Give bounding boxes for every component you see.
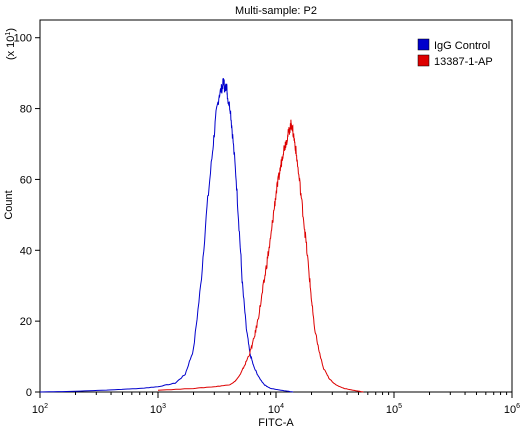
series-line-13387-1-ap bbox=[157, 119, 364, 393]
y-multiplier-text: (x 10 bbox=[5, 36, 17, 60]
y-tick-label: 0 bbox=[26, 387, 32, 399]
series-layer bbox=[39, 77, 364, 393]
chart-title: Multi-sample: P2 bbox=[235, 5, 317, 17]
x-axis-ticks: 102 103 104 105 106 bbox=[32, 392, 520, 416]
legend-label-13387-1-ap: 13387-1-AP bbox=[434, 56, 493, 68]
plot-frame bbox=[39, 19, 513, 393]
x-tick-label: 104 bbox=[268, 403, 284, 416]
x-tick-label: 102 bbox=[32, 403, 48, 416]
y-tick-label: 40 bbox=[20, 245, 32, 257]
series-line-igg-control bbox=[39, 77, 294, 393]
x-tick-label: 103 bbox=[150, 403, 166, 416]
y-tick-label: 60 bbox=[20, 174, 32, 186]
y-tick-label: 20 bbox=[20, 316, 32, 328]
y-multiplier-label: (x 101) bbox=[5, 28, 17, 60]
legend: IgG Control 13387-1-AP bbox=[417, 38, 493, 68]
y-axis-ticks: 0 20 40 60 80 100 bbox=[14, 33, 40, 399]
x-tick-label: 105 bbox=[386, 403, 402, 416]
legend-label-igg-control: IgG Control bbox=[434, 40, 490, 52]
x-axis-label: FITC-A bbox=[258, 417, 294, 429]
y-multiplier-exponent: 1 bbox=[5, 32, 12, 36]
y-axis-label: Count bbox=[3, 190, 15, 219]
svg-text:(x 101): (x 101) bbox=[5, 28, 17, 60]
legend-swatch-13387-1-ap bbox=[417, 54, 430, 67]
y-tick-label: 80 bbox=[20, 104, 32, 116]
legend-swatch-igg-control bbox=[417, 38, 430, 51]
y-tick-label: 100 bbox=[14, 33, 32, 45]
x-tick-label: 106 bbox=[504, 403, 520, 416]
